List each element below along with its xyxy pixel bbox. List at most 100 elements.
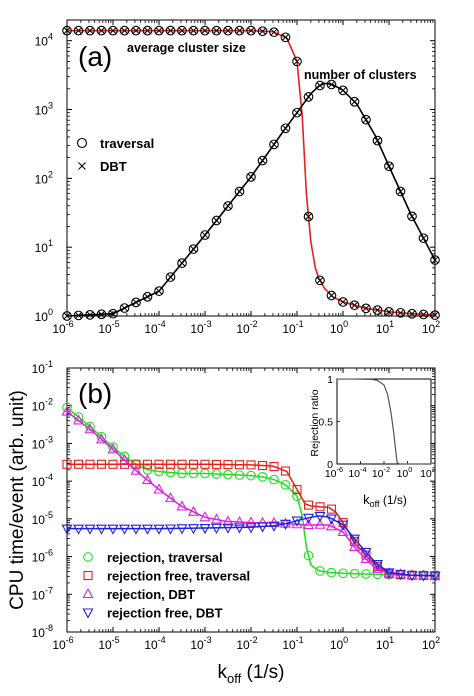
point-rejection-dbt (360, 552, 372, 563)
point-rejection-free-dbt (417, 571, 430, 582)
panel-b-series (61, 402, 441, 582)
point-rejection-traversal (257, 471, 268, 482)
panel-b-x-tick-label: 10-1 (282, 635, 303, 652)
point-traversal-average-cluster-size (177, 25, 187, 36)
point-rejection-traversal (246, 470, 256, 481)
point-rejection-free-dbt (164, 524, 177, 535)
inset-x-tick-label: 100 (397, 465, 413, 480)
inset-frame (336, 378, 432, 465)
point-traversal-average-cluster-size (257, 26, 268, 37)
point-dbt-average-cluster-size (339, 298, 347, 306)
point-rejection-free-dbt (222, 523, 234, 534)
point-rejection-traversal (326, 567, 337, 578)
point-dbt-number-of-clusters (339, 87, 347, 94)
point-rejection-free-traversal (223, 460, 233, 470)
inset-x-tick-exponent: 0 (408, 465, 412, 474)
panel-a-x-tick-label: 102 (422, 319, 440, 336)
point-rejection-dbt (84, 423, 96, 434)
panel-a-x-tick-exponent: -6 (66, 319, 74, 329)
point-dbt-average-cluster-size (224, 27, 232, 35)
point-dbt-number-of-clusters (121, 304, 128, 312)
point-dbt-average-cluster-size (98, 27, 105, 35)
point-traversal-number-of-clusters (430, 255, 440, 265)
point-dbt-number-of-clusters (190, 245, 197, 253)
point-traversal-number-of-clusters (303, 92, 314, 102)
panel-a-y-tick-exponent: 0 (48, 307, 53, 317)
point-traversal-number-of-clusters (372, 135, 383, 146)
point-rejection-dbt (291, 518, 303, 529)
point-dbt-number-of-clusters (75, 312, 82, 319)
point-rejection-traversal (338, 568, 348, 579)
series-line-number-of-clusters (66, 82, 436, 317)
panel-a-y-tick-label: 102 (35, 169, 53, 186)
panel-a-y-tick-exponent: 1 (48, 238, 53, 248)
point-traversal-average-cluster-size (315, 275, 325, 286)
point-rejection-dbt (325, 520, 338, 531)
point-dbt-number-of-clusters (305, 93, 312, 101)
point-traversal-number-of-clusters (62, 311, 72, 321)
point-traversal-average-cluster-size (142, 25, 153, 36)
point-rejection-free-traversal (154, 459, 164, 469)
panel-b-x-tick-exponent: -2 (250, 635, 258, 645)
point-rejection-dbt (222, 515, 234, 526)
point-traversal-average-cluster-size (395, 307, 406, 318)
panel-a-y-tick-label: 100 (35, 307, 53, 324)
panel-b: 10-6 10-5 10-4 10-3 10-2 10-1 100 101 102 10-810… (7, 359, 441, 686)
point-rejection-traversal (303, 550, 314, 561)
point-traversal-number-of-clusters (280, 123, 291, 134)
point-traversal-number-of-clusters (246, 172, 256, 182)
inset-line (337, 378, 431, 465)
inset-x-tick-exponent: -6 (337, 465, 344, 474)
panel-b-x-tick-exponent: 1 (389, 635, 394, 645)
point-dbt-average-cluster-size (213, 27, 220, 35)
point-traversal-number-of-clusters (142, 291, 153, 302)
point-traversal-number-of-clusters (407, 211, 417, 222)
point-dbt-average-cluster-size (397, 309, 404, 317)
panel-b-x-tick-exponent: -1 (296, 635, 304, 645)
panel-a-x-tick-exponent: -2 (250, 319, 258, 329)
point-traversal-average-cluster-size (200, 25, 210, 36)
point-dbt-average-cluster-size (328, 292, 335, 299)
point-rejection-traversal (200, 468, 210, 479)
point-rejection-free-dbt (210, 523, 223, 535)
point-rejection-free-traversal (96, 459, 107, 469)
point-rejection-free-dbt (176, 524, 188, 535)
point-traversal-average-cluster-size (418, 309, 429, 320)
point-traversal-number-of-clusters (349, 96, 360, 107)
point-rejection-traversal (361, 569, 371, 579)
point-dbt-number-of-clusters (385, 162, 393, 170)
point-dbt-average-cluster-size (305, 213, 312, 220)
point-rejection-free-traversal (292, 484, 302, 495)
point-dbt-average-cluster-size (155, 27, 163, 35)
point-traversal-average-cluster-size (154, 25, 164, 36)
panel-b-y-tick-exponent: -8 (45, 623, 53, 633)
point-rejection-free-dbt (187, 524, 200, 535)
point-rejection-free-traversal (142, 459, 153, 469)
point-dbt-average-cluster-size (351, 301, 358, 309)
panel-a-x-tick-label: 10-4 (144, 319, 165, 336)
point-rejection-free-traversal (234, 460, 245, 470)
point-traversal-number-of-clusters (73, 310, 84, 321)
inset-x-tick-label: 10-2 (372, 465, 390, 480)
point-rejection-traversal (177, 468, 187, 479)
point-traversal-number-of-clusters (395, 186, 406, 197)
point-rejection-free-dbt (268, 521, 280, 532)
panel-b-y-tick-exponent: -6 (45, 548, 53, 558)
point-traversal-average-cluster-size (372, 305, 383, 315)
panel-a-x-tick-exponent: 0 (343, 319, 348, 329)
inset-x-tick-label: 10-4 (348, 465, 366, 480)
point-traversal-average-cluster-size (119, 25, 130, 36)
point-dbt-average-cluster-size (282, 33, 289, 41)
point-dbt-average-cluster-size (362, 304, 370, 312)
point-rejection-free-dbt (141, 524, 154, 535)
panel-a-legend: traversal DBT (76, 136, 154, 174)
x-axis-title-main: k (218, 662, 228, 683)
point-dbt-average-cluster-size (167, 27, 174, 35)
point-traversal-average-cluster-size (211, 25, 222, 36)
point-dbt-number-of-clusters (132, 299, 140, 306)
point-rejection-free-dbt (107, 524, 119, 535)
panel-a-x-tick-label: 100 (330, 319, 348, 336)
panel-b-label: (b) (78, 378, 112, 409)
point-dbt-number-of-clusters (63, 312, 71, 320)
legend-label: rejection free, traversal (107, 569, 250, 584)
